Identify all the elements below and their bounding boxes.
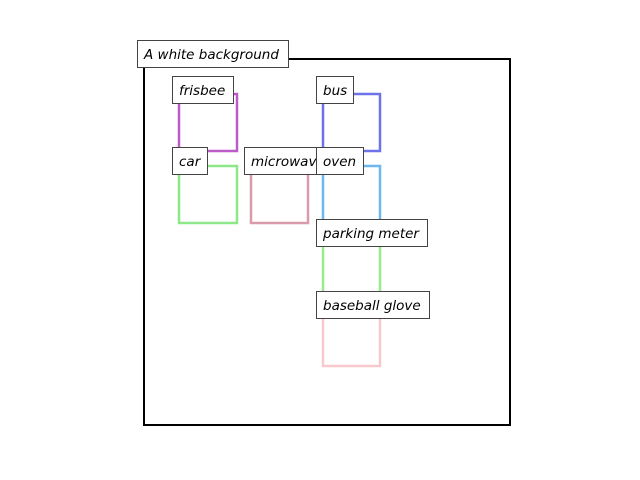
- canvas-frame: [143, 58, 511, 426]
- baseball-glove-label: baseball glove: [316, 291, 430, 319]
- oven-label: oven: [316, 147, 364, 175]
- car-label: car: [172, 147, 208, 175]
- oven-label-text: oven: [323, 154, 356, 170]
- bus-label-text: bus: [323, 83, 347, 99]
- parking-meter-label-text: parking meter: [322, 226, 420, 242]
- frisbee-label-text: frisbee: [179, 83, 225, 99]
- caption-label: A white background: [137, 40, 289, 68]
- car-label-text: car: [179, 154, 202, 170]
- frisbee-label: frisbee: [172, 76, 234, 104]
- microwave-label-text: microwave: [251, 154, 325, 170]
- baseball-glove-label-text: baseball glove: [323, 298, 421, 314]
- caption-text: A white background: [143, 47, 279, 63]
- parking-meter-label: parking meter: [316, 219, 428, 247]
- bus-label: bus: [316, 76, 354, 104]
